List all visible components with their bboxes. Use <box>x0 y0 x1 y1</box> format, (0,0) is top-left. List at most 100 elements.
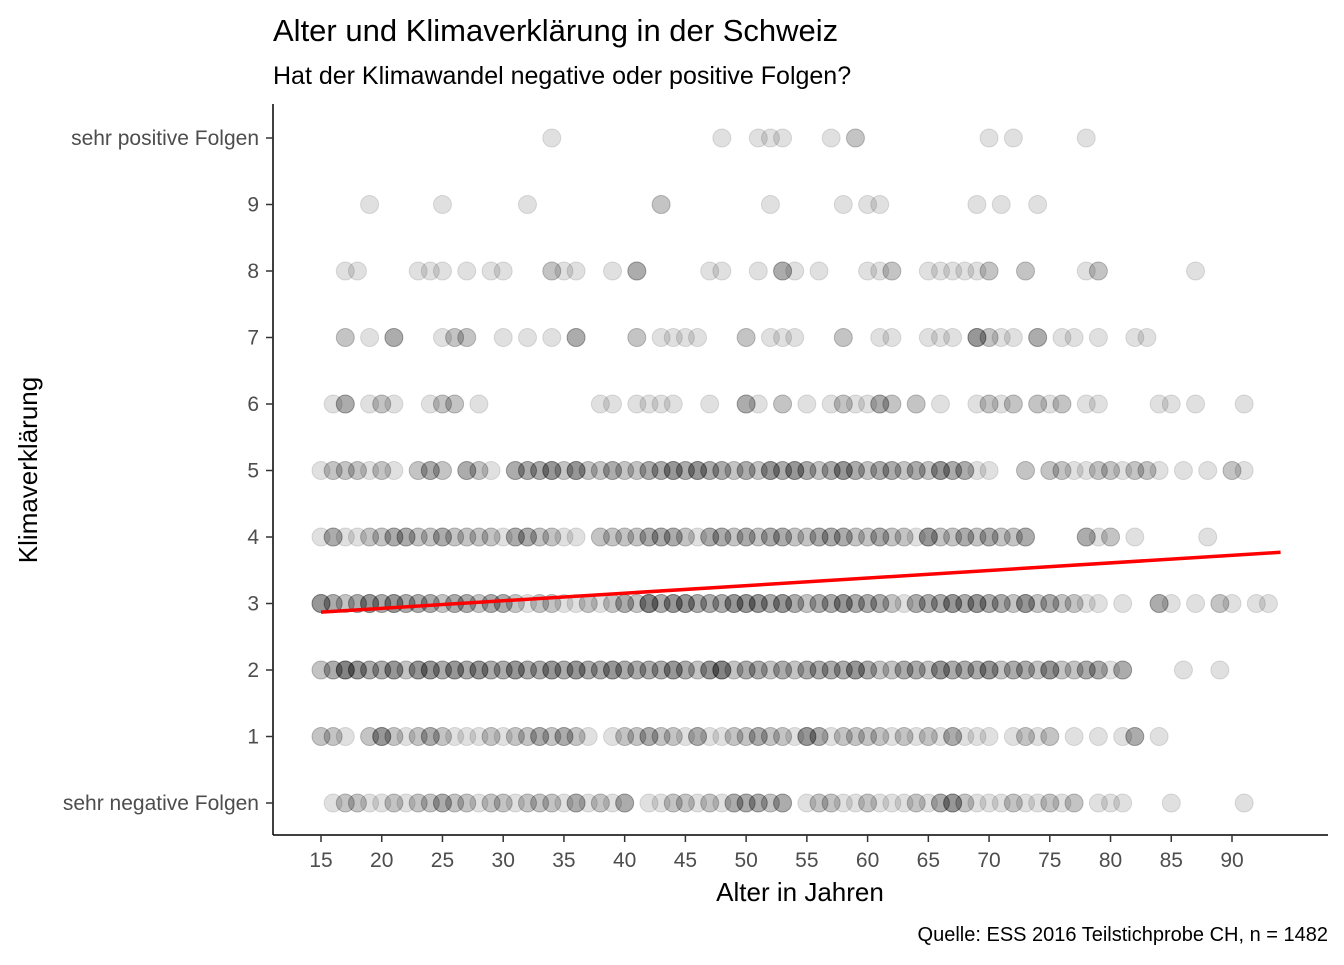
data-point <box>1052 461 1072 480</box>
data-point <box>639 727 659 746</box>
data-point <box>833 461 853 480</box>
data-point <box>1064 328 1084 347</box>
data-point <box>979 660 999 680</box>
data-point <box>311 594 331 613</box>
data-point <box>943 594 963 613</box>
data-point <box>1210 594 1230 613</box>
data-point <box>469 461 489 480</box>
data-point <box>1040 660 1060 680</box>
data-point <box>1161 594 1181 613</box>
data-point <box>700 527 720 547</box>
data-point <box>554 793 574 813</box>
data-point <box>432 727 452 746</box>
data-point <box>372 394 392 414</box>
data-point <box>1113 594 1133 613</box>
data-point <box>445 660 465 680</box>
chart-title: Alter und Klimaverklärung in der Schweiz <box>273 13 838 48</box>
data-point <box>432 793 452 813</box>
data-point <box>724 793 744 813</box>
data-point <box>481 461 501 480</box>
data-point <box>833 527 853 547</box>
data-point <box>833 328 853 347</box>
data-point <box>663 727 683 746</box>
data-point <box>1088 261 1108 281</box>
data-point <box>408 793 428 813</box>
data-point <box>1113 660 1133 680</box>
data-point <box>821 660 841 680</box>
chart-caption: Quelle: ESS 2016 Teilstichprobe CH, n = … <box>918 924 1328 946</box>
data-point <box>505 660 525 680</box>
data-point <box>615 660 635 680</box>
data-point <box>408 660 428 680</box>
data-point <box>639 527 659 547</box>
data-point <box>530 660 550 680</box>
data-point <box>858 594 878 613</box>
data-point <box>627 727 647 746</box>
data-point <box>918 261 938 281</box>
data-point <box>1028 328 1048 347</box>
data-point <box>712 594 732 613</box>
data-point <box>700 527 720 547</box>
data-point <box>760 660 780 680</box>
data-point <box>469 527 489 547</box>
data-point <box>894 793 914 813</box>
data-point <box>1198 461 1218 480</box>
data-point <box>858 727 878 746</box>
data-point <box>603 461 623 480</box>
data-point <box>566 261 586 281</box>
data-point <box>797 461 817 480</box>
data-point <box>335 660 355 680</box>
data-point <box>906 594 926 613</box>
data-point <box>688 461 708 480</box>
data-point <box>457 660 477 680</box>
data-point <box>323 394 343 414</box>
data-point <box>335 394 355 414</box>
data-point <box>372 727 392 746</box>
data-point <box>845 727 865 746</box>
data-point <box>955 660 975 680</box>
data-point <box>675 461 695 480</box>
data-point <box>651 594 671 613</box>
data-point <box>603 461 623 480</box>
data-point <box>639 660 659 680</box>
data-point <box>724 793 744 813</box>
data-point <box>1003 394 1023 414</box>
data-point <box>821 594 841 613</box>
data-point <box>445 328 465 347</box>
data-point <box>882 461 902 480</box>
data-point <box>1088 660 1108 680</box>
data-point <box>675 594 695 613</box>
data-point <box>967 195 987 214</box>
data-point <box>505 461 525 480</box>
data-point <box>773 461 793 480</box>
data-point <box>1088 461 1108 480</box>
y-tick-label: 1 <box>247 726 259 749</box>
data-point <box>773 261 793 281</box>
data-point <box>821 128 841 148</box>
data-point <box>323 527 343 547</box>
data-point <box>773 660 793 680</box>
data-point <box>445 793 465 813</box>
data-point <box>1064 793 1084 813</box>
data-point <box>457 727 477 746</box>
data-point <box>1088 793 1108 813</box>
data-point <box>943 793 963 813</box>
data-point <box>360 527 380 547</box>
data-point <box>712 527 732 547</box>
data-point <box>809 594 829 613</box>
data-point <box>760 660 780 680</box>
data-point <box>1149 594 1169 613</box>
data-point <box>967 594 987 613</box>
data-point <box>663 793 683 813</box>
data-point <box>1028 660 1048 680</box>
data-point <box>1149 594 1169 613</box>
data-point <box>736 660 756 680</box>
data-point <box>967 594 987 613</box>
data-point <box>724 727 744 746</box>
data-point <box>1088 461 1108 480</box>
data-point <box>785 261 805 281</box>
data-point <box>445 328 465 347</box>
data-point <box>882 461 902 480</box>
data-point <box>930 328 950 347</box>
data-point <box>748 793 768 813</box>
